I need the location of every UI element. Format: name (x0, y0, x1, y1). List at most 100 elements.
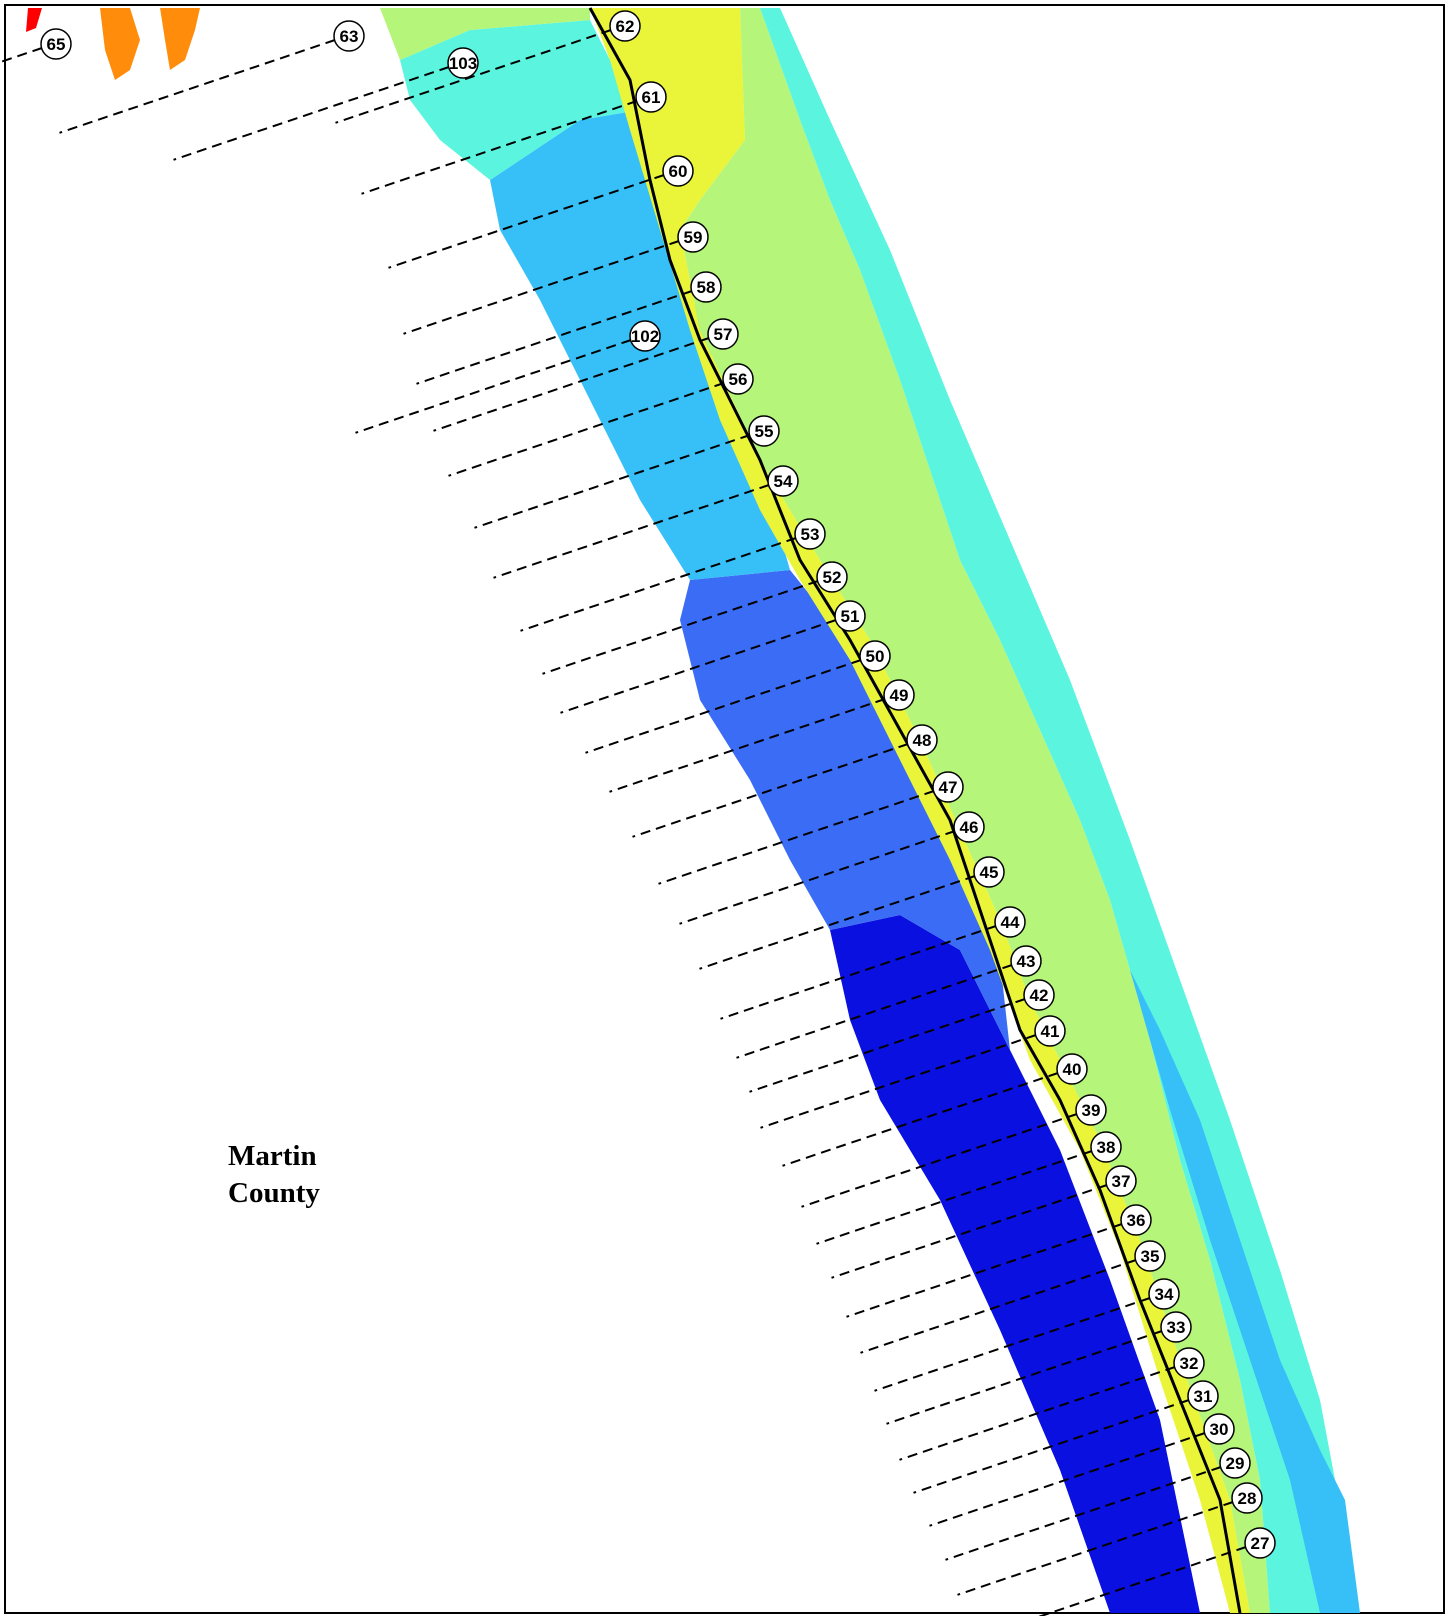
marker-circle-36 (1120, 1204, 1152, 1236)
transect-marker-65: 65 (40, 28, 72, 60)
marker-label-55: 55 (755, 422, 774, 441)
marker-circle-33 (1160, 1311, 1192, 1343)
marker-label-27: 27 (1251, 1534, 1270, 1553)
shoreline (588, 7, 1242, 1614)
marker-circle-52 (816, 561, 848, 593)
marker-label-103: 103 (449, 54, 477, 73)
transect-line-51 (560, 619, 837, 714)
marker-circle-39 (1075, 1094, 1107, 1126)
marker-label-56: 56 (729, 370, 748, 389)
transect-line-49 (609, 698, 886, 793)
transect-marker-30: 30 (1203, 1413, 1235, 1445)
marker-circle-57 (707, 318, 739, 350)
marker-circle-32 (1173, 1347, 1205, 1379)
transect-line-54 (493, 484, 770, 579)
marker-circle-61 (635, 81, 667, 113)
marker-circle-38 (1090, 1131, 1122, 1163)
marker-circle-27 (1244, 1527, 1276, 1559)
transect-line-37 (831, 1184, 1108, 1279)
zone-deep-blue (830, 915, 1200, 1613)
transect-line-40 (782, 1072, 1059, 1167)
marker-circle-28 (1231, 1482, 1263, 1514)
county-label-line1: Martin (228, 1140, 317, 1172)
marker-circle-42 (1023, 979, 1055, 1011)
marker-circle-45 (973, 856, 1005, 888)
marker-circle-62 (609, 10, 641, 42)
transect-line-52 (542, 580, 819, 675)
marker-label-34: 34 (1155, 1285, 1174, 1304)
transect-line-57 (433, 337, 710, 432)
marker-circle-30 (1203, 1413, 1235, 1445)
transect-line-44 (720, 925, 997, 1020)
transect-marker-46: 46 (953, 811, 985, 843)
transect-marker-50: 50 (859, 640, 891, 672)
marker-label-65: 65 (47, 35, 66, 54)
marker-label-28: 28 (1238, 1489, 1257, 1508)
marker-label-44: 44 (1001, 913, 1020, 932)
marker-label-30: 30 (1210, 1420, 1229, 1439)
transect-line-30 (929, 1432, 1206, 1527)
marker-label-58: 58 (697, 278, 716, 297)
marker-label-53: 53 (801, 525, 820, 544)
transect-marker-58: 58 (690, 271, 722, 303)
marker-circle-51 (834, 600, 866, 632)
marker-circle-56 (722, 363, 754, 395)
transect-line-45 (699, 875, 976, 970)
transect-marker-37: 37 (1105, 1165, 1137, 1197)
marker-circle-44 (994, 906, 1026, 938)
transect-line-33 (886, 1330, 1163, 1425)
transect-marker-61: 61 (635, 81, 667, 113)
transect-markers: 65 63 62 103 61 60 59 58 102 57 56 55 54 53 52 51 50 49 48… (40, 10, 1276, 1559)
marker-circle-29 (1219, 1447, 1251, 1479)
marker-circle-48 (906, 724, 938, 756)
transect-marker-44: 44 (994, 906, 1026, 938)
county-label-line2: County (228, 1177, 320, 1209)
marker-label-59: 59 (684, 228, 703, 247)
transect-marker-41: 41 (1034, 1015, 1066, 1047)
zone-lime-west (380, 8, 590, 60)
transect-lines (0, 29, 1247, 1616)
marker-label-46: 46 (960, 818, 979, 837)
transect-line-27 (1038, 1546, 1247, 1616)
transect-marker-39: 39 (1075, 1094, 1107, 1126)
transect-line-102 (355, 339, 632, 434)
zone-orange-upland-2 (160, 8, 200, 70)
transect-marker-45: 45 (973, 856, 1005, 888)
marker-label-32: 32 (1180, 1354, 1199, 1373)
transect-marker-27: 27 (1244, 1527, 1276, 1559)
transect-marker-59: 59 (677, 221, 709, 253)
transect-marker-52: 52 (816, 561, 848, 593)
transect-line-60 (388, 174, 665, 269)
marker-label-43: 43 (1017, 952, 1036, 971)
transect-line-42 (749, 998, 1026, 1093)
marker-circle-102 (629, 320, 661, 352)
transect-marker-51: 51 (834, 600, 866, 632)
marker-label-50: 50 (866, 647, 885, 666)
transect-line-29 (945, 1466, 1222, 1561)
marker-label-61: 61 (642, 88, 661, 107)
marker-circle-50 (859, 640, 891, 672)
marker-label-49: 49 (890, 686, 909, 705)
transect-marker-32: 32 (1173, 1347, 1205, 1379)
transect-line-53 (520, 537, 797, 632)
marker-label-62: 62 (616, 17, 635, 36)
marker-circle-60 (662, 155, 694, 187)
marker-label-39: 39 (1082, 1101, 1101, 1120)
county-label: Martin County (228, 1138, 320, 1212)
transect-marker-36: 36 (1120, 1204, 1152, 1236)
transect-line-36 (846, 1223, 1123, 1318)
transect-marker-42: 42 (1023, 979, 1055, 1011)
marker-circle-37 (1105, 1165, 1137, 1197)
transect-line-56 (448, 382, 725, 477)
transect-marker-102: 102 (629, 320, 661, 352)
transect-line-38 (816, 1150, 1093, 1245)
marker-label-42: 42 (1030, 986, 1049, 1005)
transect-marker-38: 38 (1090, 1131, 1122, 1163)
transect-line-32 (899, 1366, 1176, 1461)
marker-circle-65 (40, 28, 72, 60)
marker-label-57: 57 (714, 325, 733, 344)
transect-marker-62: 62 (609, 10, 641, 42)
transect-line-43 (736, 964, 1013, 1059)
transect-marker-55: 55 (748, 415, 780, 447)
